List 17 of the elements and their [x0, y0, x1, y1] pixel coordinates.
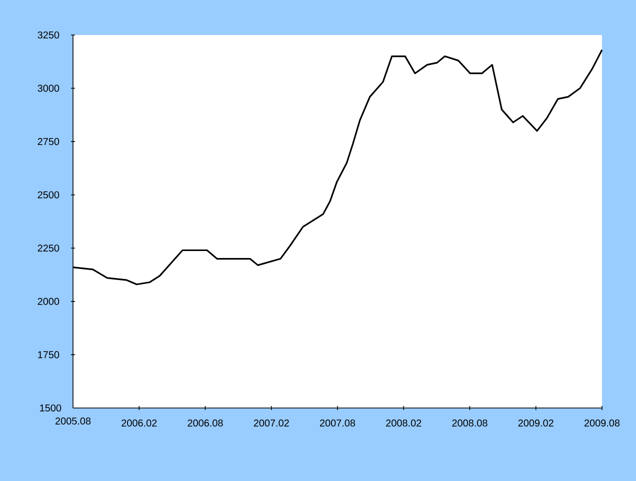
x-tick-label: 2009.08 — [584, 420, 620, 427]
x-tick-label: 2007.02 — [254, 420, 289, 427]
x-tick-label: 2008.08 — [452, 420, 488, 427]
y-tick-label: 1750 — [38, 351, 60, 358]
y-tick-label: 2000 — [38, 298, 60, 305]
x-tick-label: 2009.02 — [518, 420, 554, 427]
y-tick-label: 2750 — [38, 138, 60, 146]
x-tick-label: 2006.08 — [188, 420, 223, 427]
x-tick-label: 2005.08 — [56, 418, 91, 425]
y-tick-label: 1500 — [40, 404, 62, 412]
y-tick-label: 3000 — [38, 84, 60, 92]
x-tick-label: 2008.02 — [386, 420, 422, 427]
y-tick-label: 2500 — [38, 191, 60, 198]
y-tick-label: 3250 — [38, 31, 60, 39]
y-tick-label: 2250 — [38, 244, 60, 252]
x-tick-label: 2007.08 — [320, 420, 356, 427]
x-tick-label: 2006.02 — [122, 420, 157, 427]
